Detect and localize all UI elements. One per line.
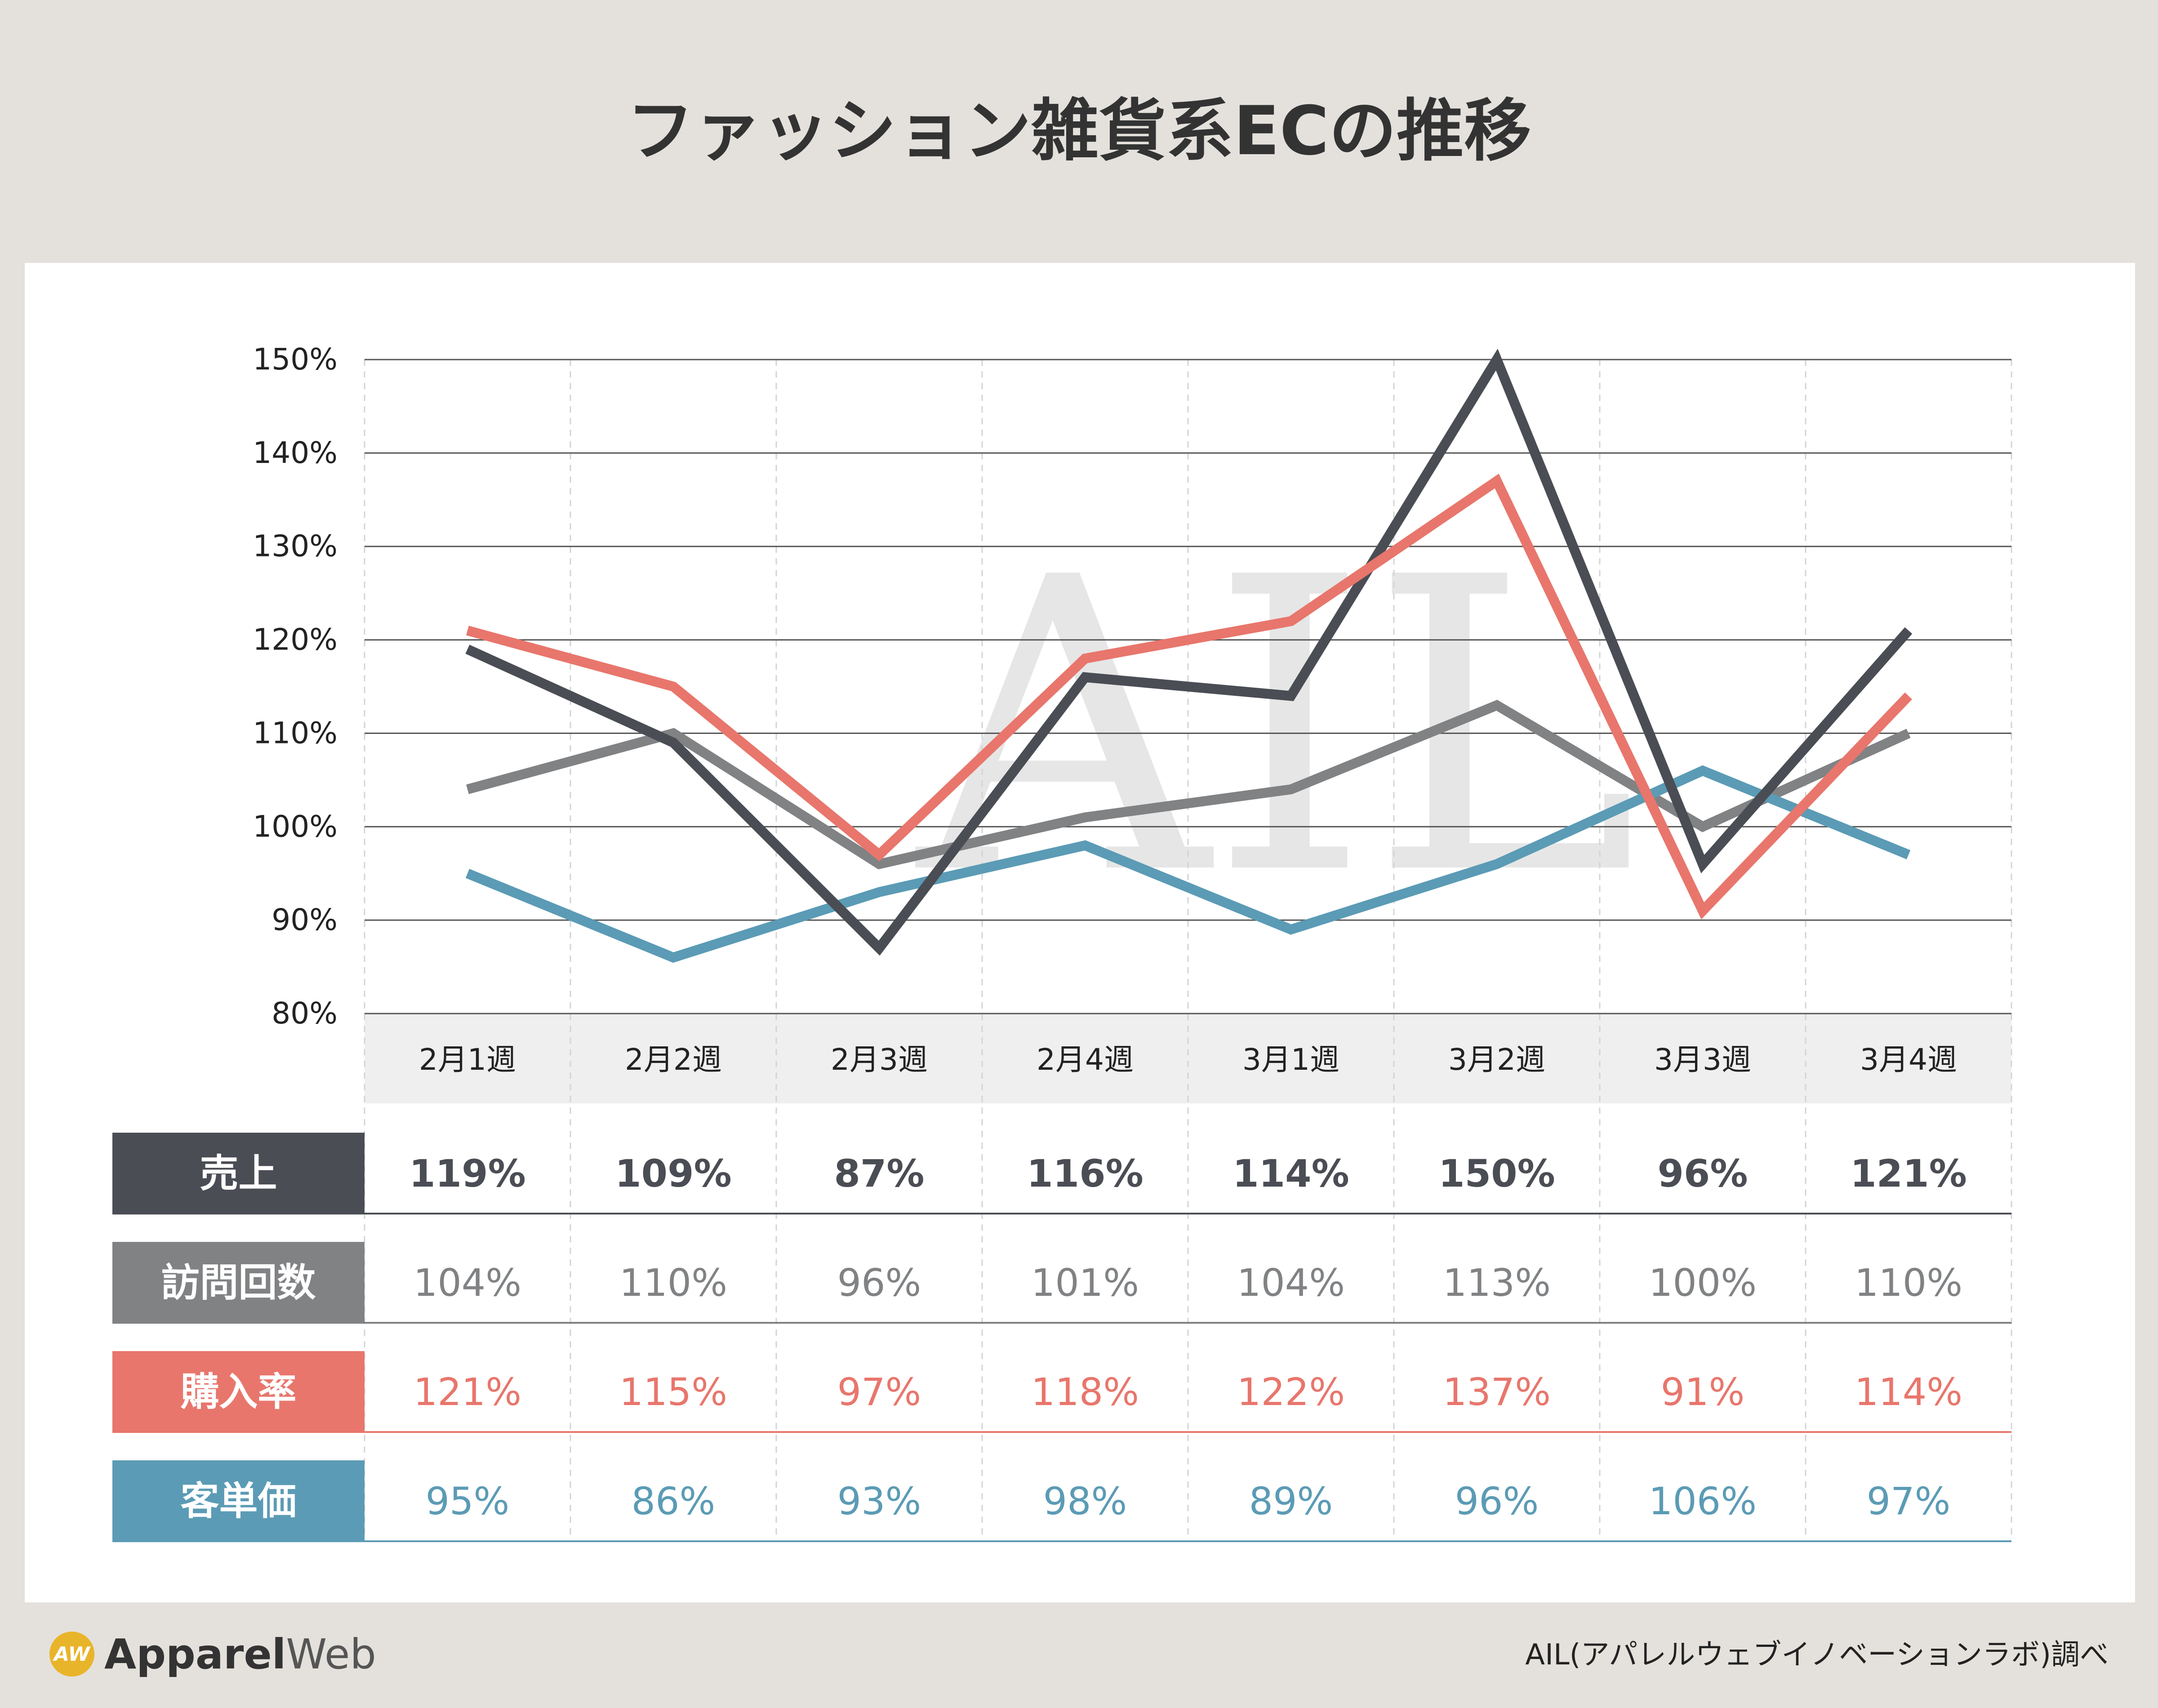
row-header-bg xyxy=(112,1242,365,1323)
row-header-label: 購入率 xyxy=(181,1370,297,1414)
series-line-1 xyxy=(466,699,1911,870)
row-header-label: 訪問回数 xyxy=(161,1260,316,1305)
series-line-2 xyxy=(466,473,1912,920)
data-label: 104% xyxy=(414,1261,521,1305)
y-tick-label: 140% xyxy=(253,436,338,470)
data-label: 106% xyxy=(1649,1479,1757,1523)
source-note: AIL(アパレルウェブイノベーションラボ)調べ xyxy=(1525,1638,2109,1672)
data-label: 97% xyxy=(837,1370,921,1414)
apparelweb-logo: AW Apparel Web xyxy=(49,1629,376,1679)
data-label: 114% xyxy=(1855,1370,1962,1414)
data-label: 96% xyxy=(1657,1152,1748,1196)
data-label: 115% xyxy=(619,1370,727,1414)
data-label: 86% xyxy=(632,1479,716,1523)
category-label: 2月1週 xyxy=(419,1042,516,1077)
data-label: 121% xyxy=(414,1370,521,1414)
y-tick-label: 100% xyxy=(253,809,338,844)
data-label: 121% xyxy=(1850,1152,1967,1196)
data-label: 110% xyxy=(1855,1261,1962,1305)
data-label: 97% xyxy=(1867,1479,1951,1523)
data-label: 100% xyxy=(1649,1261,1757,1305)
data-label: 119% xyxy=(409,1152,526,1196)
data-label: 95% xyxy=(426,1479,510,1523)
row-header-bg xyxy=(112,1460,365,1541)
y-tick-label: 90% xyxy=(271,903,338,937)
watermark-text: AIL xyxy=(911,493,1638,963)
data-label: 137% xyxy=(1443,1370,1551,1414)
logo-mark-icon: AW xyxy=(49,1632,94,1677)
category-label: 3月2週 xyxy=(1448,1042,1545,1077)
row-header-label: 売上 xyxy=(200,1151,277,1196)
data-label: 91% xyxy=(1661,1370,1745,1414)
data-label: 89% xyxy=(1249,1479,1333,1523)
data-label: 104% xyxy=(1237,1261,1345,1305)
data-label: 110% xyxy=(619,1261,727,1305)
data-label: 101% xyxy=(1031,1261,1139,1305)
data-label: 122% xyxy=(1237,1370,1345,1414)
data-label: 93% xyxy=(837,1479,921,1523)
data-label: 109% xyxy=(615,1152,732,1196)
chart-panel: AIL 80% 90% 100% 110% 120% 130% 140% 150% 2月1週 2月2… xyxy=(25,263,2135,1602)
series-line-0 xyxy=(465,348,1913,956)
logo-brand-part1: Apparel xyxy=(104,1630,286,1678)
category-label: 3月4週 xyxy=(1860,1042,1957,1077)
y-tick-label: 120% xyxy=(253,623,338,657)
category-label: 2月3週 xyxy=(831,1042,928,1077)
row-header-bg xyxy=(112,1351,365,1432)
y-tick-label: 130% xyxy=(253,529,338,564)
data-label: 98% xyxy=(1043,1479,1127,1523)
data-label: 87% xyxy=(834,1152,924,1196)
page-title: ファッション雑貨系ECの推移 xyxy=(627,92,1531,170)
data-label: 118% xyxy=(1031,1370,1139,1414)
logo-brand-part2: Web xyxy=(286,1630,376,1678)
data-label: 114% xyxy=(1233,1152,1349,1196)
line-chart: AIL 80% 90% 100% 110% 120% 130% 140% 150% 2月1週 2月2… xyxy=(112,342,2012,1542)
data-label: 116% xyxy=(1027,1152,1144,1196)
row-header-bg xyxy=(112,1133,365,1214)
y-tick-label: 80% xyxy=(271,996,338,1031)
data-label: 96% xyxy=(837,1261,921,1305)
category-label: 3月3週 xyxy=(1654,1042,1751,1077)
row-header-label: 客単価 xyxy=(181,1479,297,1524)
category-label: 2月4週 xyxy=(1037,1042,1134,1077)
y-tick-label: 150% xyxy=(253,342,338,377)
data-label: 96% xyxy=(1455,1479,1539,1523)
data-label: 150% xyxy=(1438,1152,1555,1196)
data-label: 113% xyxy=(1443,1261,1551,1305)
category-label: 2月2週 xyxy=(625,1042,722,1077)
y-tick-label: 110% xyxy=(253,716,338,750)
category-label: 3月1週 xyxy=(1242,1042,1339,1077)
